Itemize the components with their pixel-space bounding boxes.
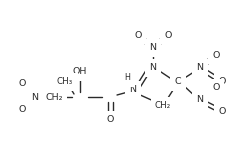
- Text: N: N: [31, 92, 38, 102]
- Text: CH₃: CH₃: [57, 77, 73, 87]
- Text: O: O: [134, 31, 142, 39]
- Text: N: N: [197, 64, 203, 72]
- Text: H: H: [124, 73, 130, 83]
- Text: N: N: [149, 64, 156, 72]
- Text: C: C: [175, 77, 181, 87]
- Text: N: N: [197, 95, 203, 105]
- Text: CH₂: CH₂: [45, 92, 63, 102]
- Text: O: O: [212, 51, 220, 59]
- Text: N: N: [149, 43, 156, 53]
- Text: O: O: [218, 108, 226, 116]
- Text: CH₂: CH₂: [155, 102, 171, 110]
- Text: O: O: [18, 106, 26, 114]
- Text: N: N: [130, 86, 136, 94]
- Text: O: O: [18, 79, 26, 89]
- Text: O: O: [218, 77, 226, 87]
- Text: O: O: [212, 84, 220, 92]
- Text: OH: OH: [73, 68, 87, 76]
- Text: O: O: [106, 115, 114, 125]
- Text: O: O: [164, 31, 172, 39]
